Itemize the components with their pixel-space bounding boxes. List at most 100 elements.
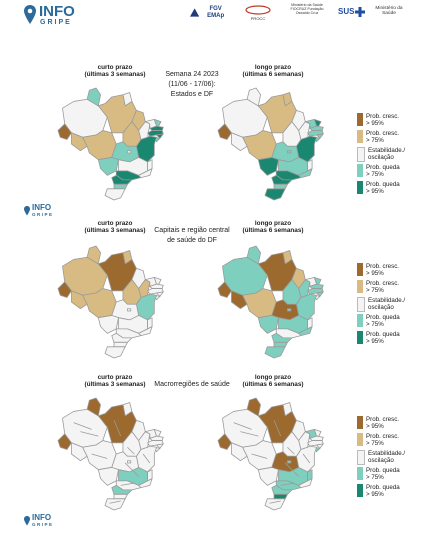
legend-swatch [357,113,363,126]
legend-swatch [357,147,365,162]
legend-panel3: Prob. cresc. > 95% Prob. cresc. > 75% Estabi… [357,416,417,501]
region-al [316,133,324,139]
region-al [156,443,164,449]
region-ro [231,290,248,310]
subregion-border [91,453,108,459]
region-ms [257,467,279,486]
partner-sus: SUS [338,7,368,17]
region-df [127,150,132,154]
fgv-emblem-icon [190,8,200,17]
cross-icon [355,7,366,17]
legend-panel1: Prob. cresc. > 95% Prob. cresc. > 75% Estabi… [357,113,417,198]
legend-swatch [357,331,363,344]
caption-line: longo prazo [254,220,292,227]
mini-logo-title: INFO [32,203,52,212]
panel3-right-caption: longo prazo (últimas 6 semanas) [228,374,318,389]
region-pb [149,125,164,131]
partner-fgv-label: FGV EMAp [207,6,225,19]
map-states-short-term [57,87,164,201]
mini-logo-title: INFO [32,513,52,522]
caption-line: curto prazo [97,64,133,71]
caption-line: (últimas 3 semanas) [84,227,146,235]
region-rr [86,397,101,417]
region-pb [309,283,324,289]
region-rr [86,87,101,107]
legend-label: Prob. queda > 95% [366,484,400,499]
partner-fiocruz: Ministério da Saúde FIOCRUZ Fundação Osw… [284,3,330,16]
subregion-border [80,431,99,437]
panel3-title: Macrorregiões de saúde [142,380,242,390]
region-ro [71,442,88,462]
panel3-left-caption: curto prazo (últimas 3 semanas) [70,374,160,389]
region-al [156,291,164,297]
mini-logo-sub: GRIPE [32,522,54,527]
legend-item: Prob. queda > 95% [357,484,417,501]
legend-label: Prob. queda > 95% [366,181,400,196]
subregion-border [233,422,252,430]
region-pe [147,130,164,137]
caption-line: curto prazo [97,374,133,381]
title-line: Capitais e região central [154,227,230,234]
region-pb [309,125,324,131]
region-rr [246,245,261,265]
mini-logo-2: INFO GRIPE [24,514,54,527]
panel1-left-caption: curto prazo (últimas 3 semanas) [70,64,160,79]
legend-swatch [357,263,363,276]
partner-ministerio-label: Ministério da Saúde [375,6,403,17]
pin-icon [24,515,30,525]
region-ro [71,290,88,310]
region-rr [246,397,261,417]
panel2-title: Capitais e região central de saúde do DF [140,226,244,246]
panel1-title: Semana 24 2023 (11/06 - 17/06): Estados … [147,70,237,100]
panel1-right-caption: longo prazo (últimas 6 semanas) [228,64,318,79]
legend-item: Prob. queda > 95% [357,181,417,198]
region-ac [217,281,232,298]
legend-item: Prob. cresc. > 75% [357,280,417,297]
region-rs [104,346,126,359]
legend-label: Prob. cresc. > 95% [366,416,400,431]
map-capitals-long-term [217,245,324,359]
legend-item: Prob. queda > 75% [357,467,417,484]
region-sc [273,341,288,348]
partner-procc: PROCC [243,5,273,21]
subregion-border [280,482,295,486]
region-rr [86,245,101,265]
legend-swatch [357,164,363,177]
region-df [127,460,132,464]
subregion-border [73,422,92,430]
legend-label: Prob. queda > 75% [366,164,400,179]
region-ac [57,281,72,298]
legend-swatch [357,484,363,497]
title-line: (11/06 - 17/06): [168,81,216,89]
title-line: de saúde do DF [167,237,217,245]
panel2-right-caption: longo prazo (últimas 6 semanas) [228,220,318,235]
logo-subtitle: GRIPE [40,19,72,26]
legend-swatch [357,433,363,446]
partner-ministerio: Ministério da Saúde [372,6,406,17]
region-pa [257,404,297,444]
region-ms [257,157,279,176]
legend-label: Prob. queda > 95% [366,331,400,346]
caption-line: curto prazo [97,220,133,227]
legend-label: Estabilidade./oscilação [368,450,406,465]
region-ms [257,315,279,334]
legend-swatch [357,467,363,480]
caption-line: (últimas 3 semanas) [84,381,146,389]
legend-swatch [357,181,363,194]
subregion-border [269,500,281,504]
mini-logo-1: INFO GRIPE [24,204,54,217]
region-pe [307,440,324,447]
region-rr [246,87,261,107]
subregion-border [124,462,139,477]
mini-logo-sub: GRIPE [32,212,54,217]
panel2-left-caption: curto prazo (últimas 3 semanas) [70,220,160,235]
partner-procc-label: PROCC [250,15,266,21]
region-sc [113,493,128,500]
region-ac [217,123,232,140]
region-sc [113,341,128,348]
legend-label: Prob. queda > 75% [366,314,400,329]
region-ms [97,157,119,176]
caption-line: (últimas 6 semanas) [242,71,304,79]
region-rs [104,188,126,201]
caption-line: longo prazo [254,64,292,71]
